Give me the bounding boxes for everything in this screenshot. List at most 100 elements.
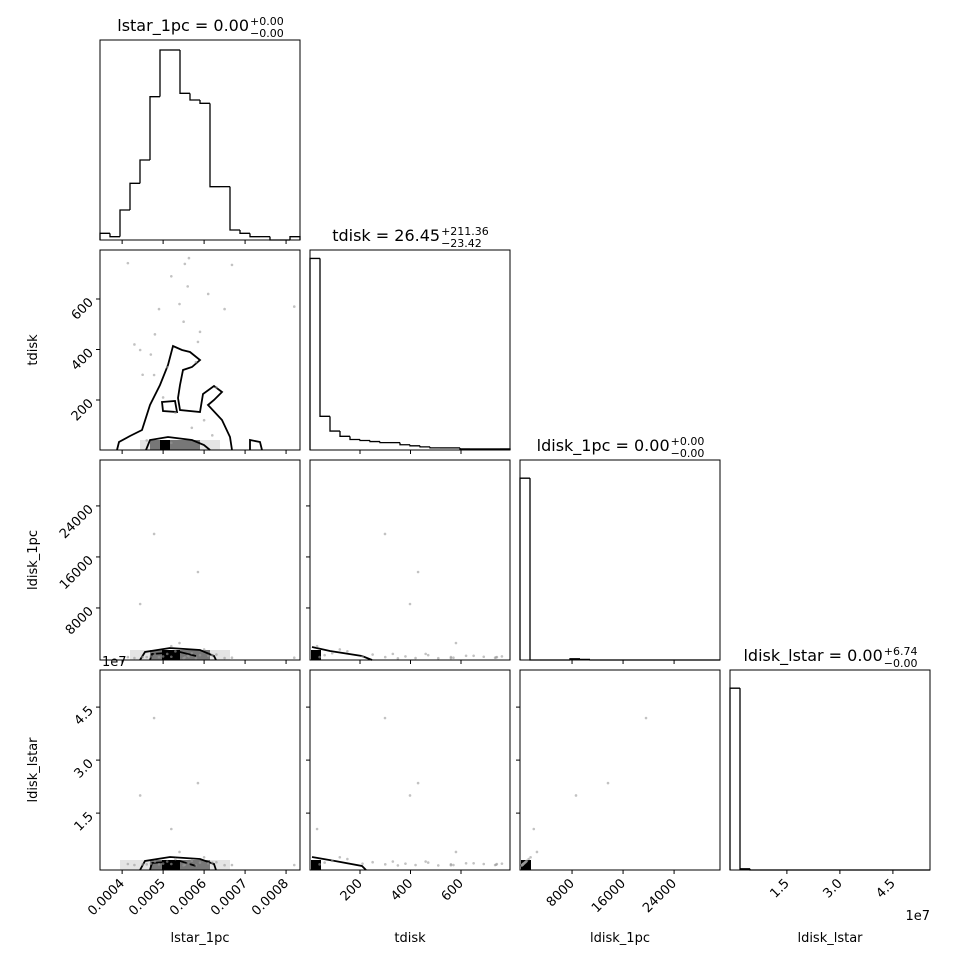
- x-tick-label: 24000: [640, 876, 680, 916]
- sample-point: [426, 653, 430, 657]
- sample-point: [202, 418, 206, 422]
- sample-point: [206, 654, 210, 658]
- hist-step: [579, 658, 590, 661]
- hist-step: [99, 232, 110, 240]
- sample-point: [449, 863, 453, 867]
- y-tick-label: 4.5: [72, 703, 97, 728]
- sample-point: [493, 863, 497, 867]
- hist-step: [369, 440, 380, 443]
- contour: [161, 400, 179, 413]
- hist-step: [729, 687, 740, 870]
- sample-point: [454, 850, 458, 854]
- sample-point: [149, 862, 153, 865]
- y-tick-label: 3.0: [72, 756, 97, 781]
- sample-point: [182, 864, 185, 867]
- sample-point: [330, 651, 334, 655]
- sample-point: [138, 794, 142, 797]
- sample-point: [454, 641, 458, 645]
- sample-point: [452, 863, 455, 867]
- hist-step: [349, 436, 360, 441]
- y-tick-label: 1.5: [72, 809, 97, 834]
- hist-step: [739, 688, 750, 870]
- title-minus: −0.00: [250, 27, 284, 40]
- sample-point: [500, 862, 504, 865]
- sample-point: [330, 859, 334, 863]
- hist-step: [229, 186, 240, 231]
- sample-point: [138, 602, 142, 606]
- sample-point: [464, 654, 468, 658]
- x-tick-label: 8000: [544, 876, 578, 910]
- hist-step: [459, 447, 470, 450]
- title-minus: −0.00: [884, 657, 918, 670]
- hist-step: [359, 439, 370, 442]
- sample-point: [371, 653, 374, 656]
- title-plus: +211.36: [441, 225, 489, 238]
- panel-frame: [99, 669, 301, 871]
- sample-point: [178, 850, 181, 854]
- panel-frame: [309, 459, 511, 661]
- sample-point: [196, 340, 200, 344]
- sample-point: [170, 644, 173, 648]
- contour: [145, 436, 211, 451]
- sample-point: [472, 654, 475, 658]
- sample-point: [414, 656, 417, 660]
- sample-point: [464, 861, 468, 865]
- panel-frame: [99, 249, 301, 451]
- sample-point: [424, 860, 427, 863]
- sample-point: [323, 653, 326, 657]
- sample-point: [315, 827, 319, 831]
- contour: [311, 856, 367, 871]
- y-axis-label: tdisk: [26, 334, 41, 366]
- sample-point: [170, 655, 173, 659]
- hist-step: [139, 159, 150, 184]
- sample-point: [574, 794, 578, 797]
- sample-point: [145, 439, 149, 442]
- sample-point: [500, 655, 504, 658]
- sample-point: [153, 333, 157, 336]
- sample-point: [152, 716, 156, 720]
- sample-point: [178, 302, 181, 306]
- hist-step: [189, 93, 200, 101]
- hist-step: [249, 233, 260, 238]
- sample-point: [190, 426, 194, 430]
- sample-point: [170, 274, 173, 278]
- sample-point: [165, 860, 169, 863]
- x-tick-label: 0.0005: [126, 876, 169, 919]
- sample-point: [178, 641, 181, 645]
- sample-point: [182, 656, 185, 660]
- contour: [311, 646, 373, 661]
- contour: [139, 647, 217, 661]
- density-cell: [162, 650, 180, 660]
- sample-point: [346, 857, 349, 861]
- sample-point: [527, 857, 530, 861]
- x-tick-label: 600: [439, 876, 467, 904]
- sample-point: [165, 365, 169, 369]
- title-plus: +0.00: [250, 15, 284, 28]
- panel-frame: [519, 459, 721, 661]
- sample-point: [190, 651, 194, 655]
- sample-point: [404, 862, 407, 865]
- sample-point: [408, 602, 412, 606]
- title-minus: −23.42: [441, 237, 482, 250]
- sample-point: [346, 650, 349, 653]
- density-cell: [521, 860, 531, 870]
- sample-point: [165, 652, 169, 656]
- sample-point: [523, 861, 527, 864]
- x-axis-label: ldisk_lstar: [797, 931, 863, 946]
- sample-point: [414, 863, 417, 867]
- hist-step: [519, 477, 530, 660]
- sample-point: [174, 857, 177, 861]
- sample-point: [196, 570, 200, 574]
- sample-point: [210, 653, 214, 657]
- sample-point: [529, 855, 532, 859]
- x-tick-label: 3.0: [820, 876, 845, 901]
- sample-point: [323, 861, 326, 864]
- sample-point: [190, 859, 194, 863]
- sample-point: [436, 656, 440, 660]
- sample-point: [230, 263, 234, 267]
- sample-point: [223, 656, 226, 660]
- sample-point: [416, 781, 420, 785]
- sample-point: [525, 859, 529, 863]
- x-tick-label: 4.5: [873, 876, 898, 901]
- y-tick-label: 200: [69, 396, 97, 424]
